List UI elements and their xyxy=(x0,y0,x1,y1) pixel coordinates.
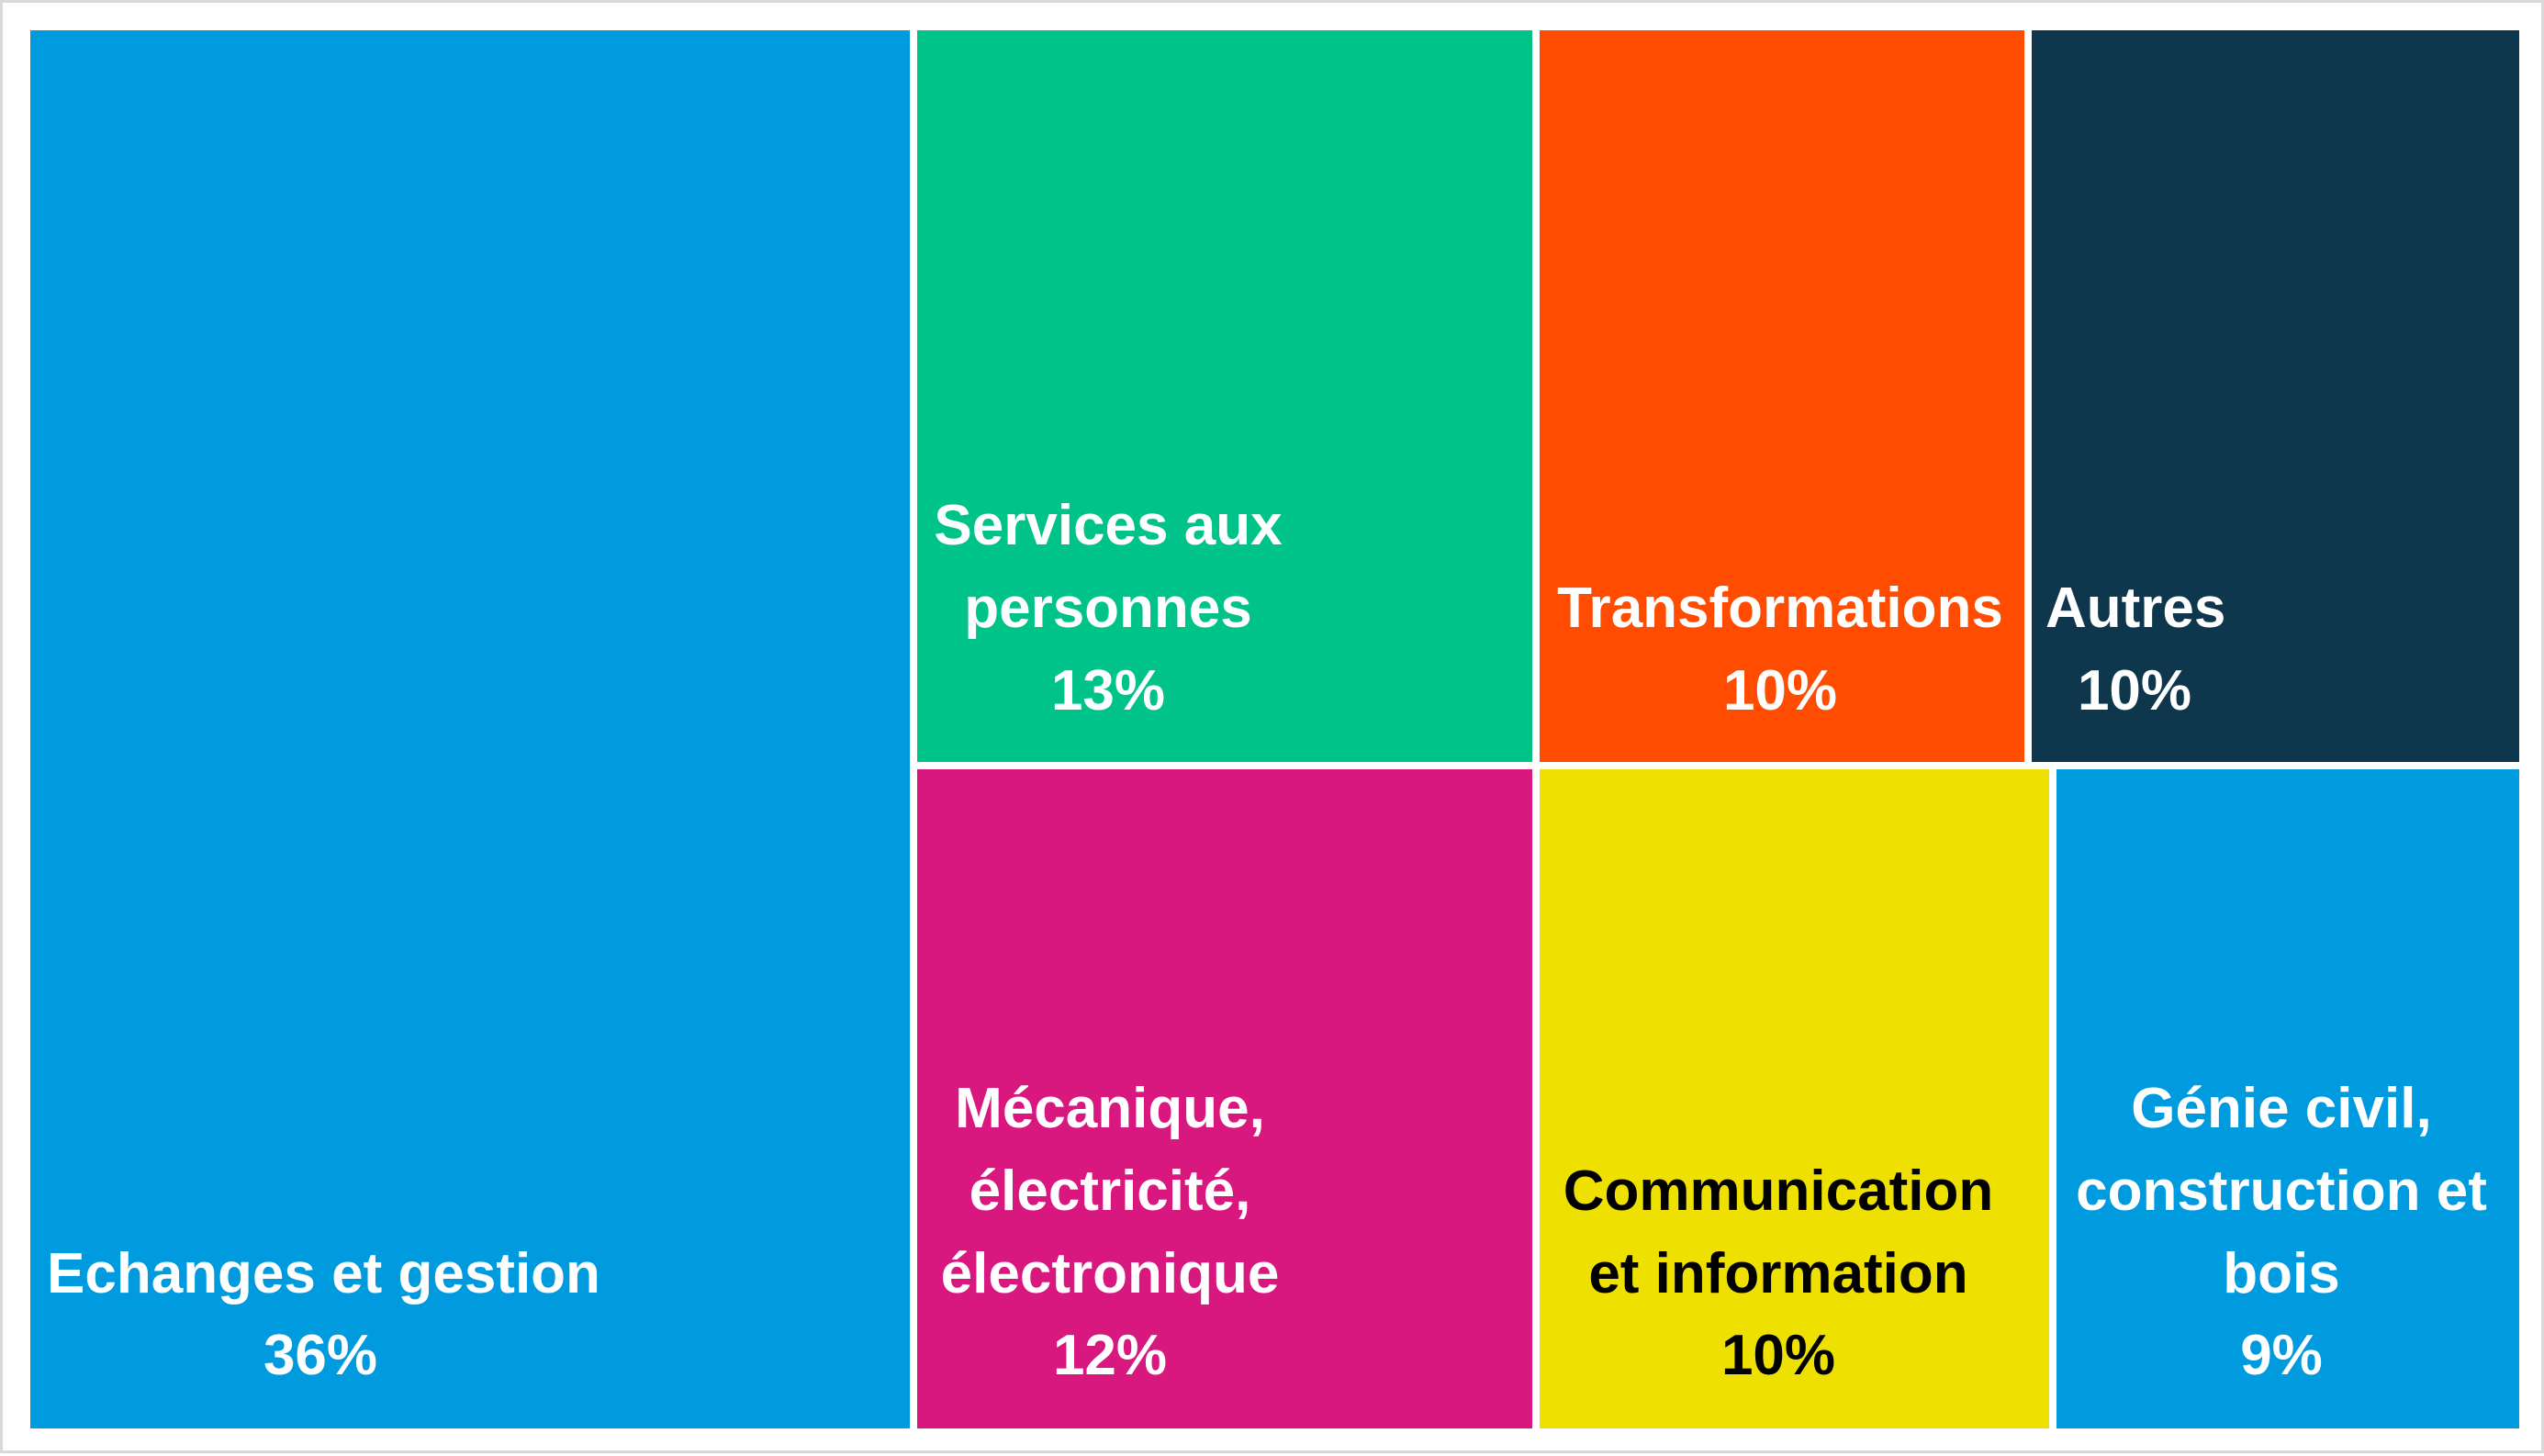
treemap-rect xyxy=(30,30,910,1428)
treemap-tile: Transformations 10% xyxy=(1540,30,2024,762)
treemap-tile: Génie civil, construction et bois 9% xyxy=(2056,769,2519,1428)
tile-value-label: 10% xyxy=(1723,659,1837,722)
treemap-tile: Echanges et gestion 36% xyxy=(30,30,910,1428)
treemap-chart: Echanges et gestion 36% Services aux person… xyxy=(30,30,2519,1428)
tile-name-label: Transformations xyxy=(1557,577,2003,640)
tile-value-label: 9% xyxy=(2240,1324,2323,1387)
tile-name-label: construction et xyxy=(2076,1159,2487,1223)
treemap-rect xyxy=(1540,769,2049,1428)
tile-name-label: Echanges et gestion xyxy=(47,1242,600,1305)
tile-value-label: 12% xyxy=(1053,1324,1167,1387)
treemap-tile: Services aux personnes 13% xyxy=(917,30,1532,762)
tile-name-label: Autres xyxy=(2045,577,2225,640)
tile-name-label: Services aux xyxy=(934,494,1283,557)
tile-name-label: électricité, xyxy=(969,1159,1251,1223)
treemap-rect xyxy=(917,30,1532,762)
treemap-rect xyxy=(2056,769,2519,1428)
tile-value-label: 10% xyxy=(2078,659,2191,722)
treemap-tile: Communication et information 10% xyxy=(1540,769,2049,1428)
tile-name-label: Communication xyxy=(1563,1159,1993,1223)
tile-name-label: Génie civil, xyxy=(2131,1077,2431,1140)
tile-name-label: et information xyxy=(1588,1242,1967,1305)
treemap-tile: Mécanique, électricité, électronique 12% xyxy=(917,769,1532,1428)
treemap-rect xyxy=(917,769,1532,1428)
treemap-rect xyxy=(1540,30,2024,762)
tile-name-label: bois xyxy=(2223,1242,2339,1305)
tile-name-label: Mécanique, xyxy=(955,1077,1265,1140)
tile-value-label: 36% xyxy=(263,1324,377,1387)
tile-name-label: personnes xyxy=(964,577,1252,640)
tile-value-label: 10% xyxy=(1721,1324,1835,1387)
tile-name-label: électronique xyxy=(941,1242,1280,1305)
tile-value-label: 13% xyxy=(1051,659,1165,722)
treemap-rect xyxy=(2032,30,2519,762)
treemap-tile: Autres 10% xyxy=(2032,30,2519,762)
